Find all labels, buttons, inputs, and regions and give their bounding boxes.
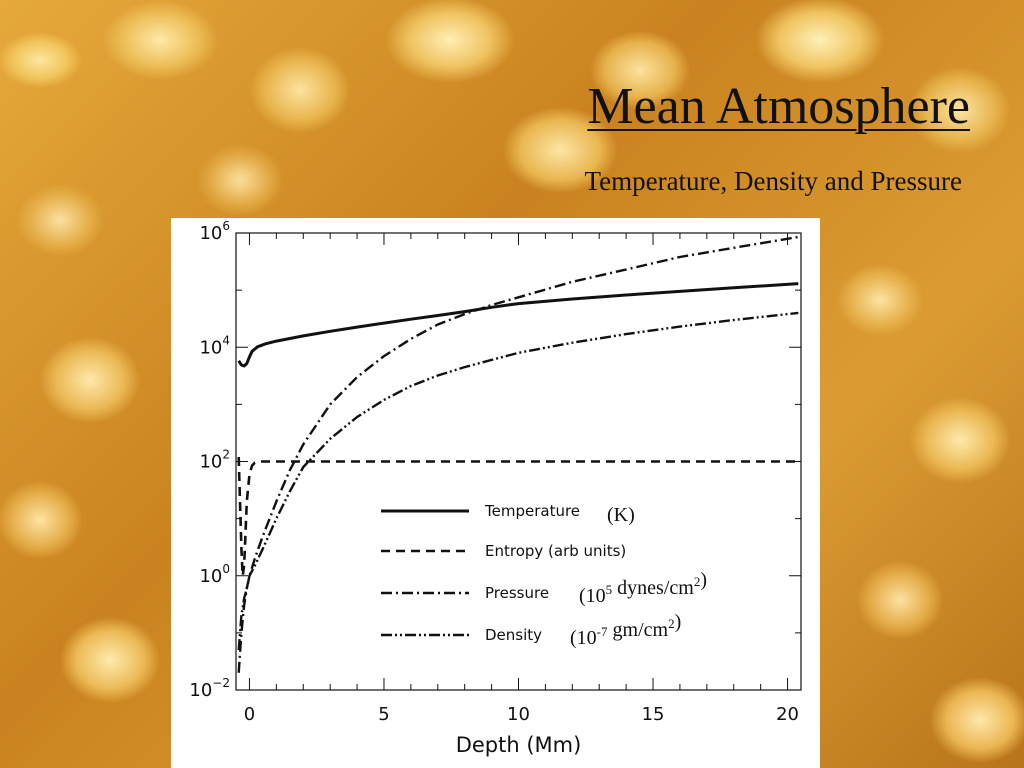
y-tick-label: 100 — [199, 562, 230, 587]
y-tick-label: 10−2 — [189, 676, 230, 701]
chart-panel: 0 5 10 15 20 10−2 100 102 104 106 Depth (Mm) Temper… — [171, 218, 820, 768]
x-tick-label: 20 — [776, 704, 799, 725]
legend-label-density: Density — [485, 626, 542, 644]
y-tick-label: 104 — [199, 333, 230, 358]
slide-title: Mean Atmosphere — [587, 78, 970, 135]
x-axis-title: Depth (Mm) — [456, 733, 582, 757]
x-tick-label: 0 — [244, 704, 255, 725]
x-tick-label: 5 — [378, 704, 389, 725]
y-tick-label: 106 — [199, 219, 230, 244]
series-line-temperature — [239, 284, 799, 366]
y-tick-label: 102 — [199, 448, 230, 473]
legend-label-temperature: Temperature — [484, 502, 580, 520]
legend-unit-density: (10-7 gm/cm2) — [570, 611, 681, 649]
slide-subtitle: Temperature, Density and Pressure — [585, 166, 963, 197]
title-block: Mean Atmosphere — [587, 78, 970, 135]
x-tick-label: 10 — [507, 704, 530, 725]
legend-unit-pressure: (105 dynes/cm2) — [579, 569, 707, 607]
legend-unit-temperature: (K) — [607, 504, 635, 526]
chart: 0 5 10 15 20 10−2 100 102 104 106 Depth (Mm) Temper… — [171, 218, 820, 768]
legend-label-entropy: Entropy (arb units) — [485, 542, 626, 560]
legend-label-pressure: Pressure — [485, 584, 549, 602]
x-tick-label: 15 — [642, 704, 665, 725]
